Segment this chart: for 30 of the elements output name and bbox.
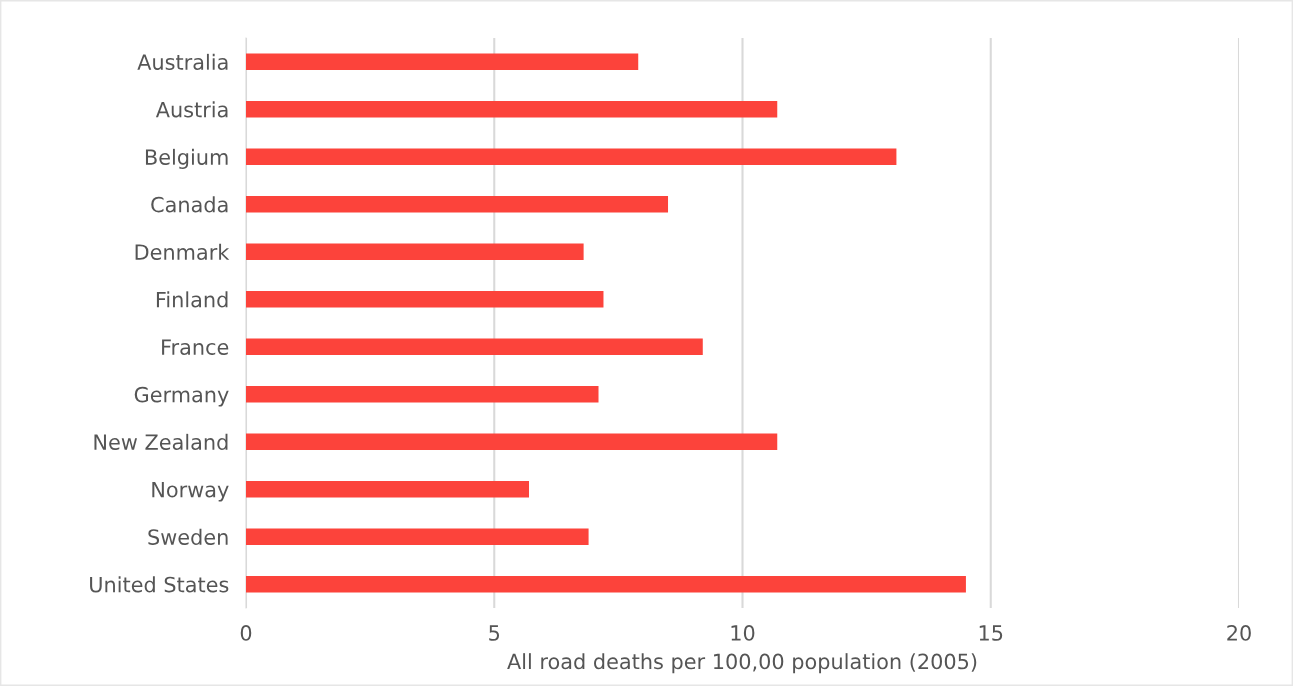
y-tick-label: Austria [155,101,228,118]
x-axis-title: All road deaths per 100,00 population (2005) [507,653,977,674]
bar [246,338,703,356]
y-tick-label: France [162,339,229,355]
y-tick-label: Canada [151,196,228,213]
bar [246,480,529,498]
y-tick-label: Belgium [145,148,228,169]
y-tick-label: Germany [134,386,229,407]
bar [246,385,599,403]
y-tick-label: New Zealand [94,433,228,450]
bar [246,243,584,261]
bar [246,195,669,213]
x-tick-label: 15 [979,625,1003,641]
bar [246,575,966,593]
y-tick-label: Sweden [148,528,228,545]
bar [246,100,778,118]
x-tick-label: 5 [489,625,500,641]
bar [246,148,897,166]
bar [246,290,604,308]
x-tick-label: 20 [1227,625,1251,641]
bar [246,528,589,546]
y-tick-label: United States [90,576,229,593]
bar [246,53,639,71]
y-tick-label: Norway [152,481,229,502]
bar [246,433,778,451]
y-tick-label: Finland [156,291,228,308]
y-tick-label: Denmark [135,243,230,260]
y-tick-label: Australia [137,53,228,70]
x-tick-label: 10 [731,625,755,641]
x-tick-label: 0 [240,625,252,641]
